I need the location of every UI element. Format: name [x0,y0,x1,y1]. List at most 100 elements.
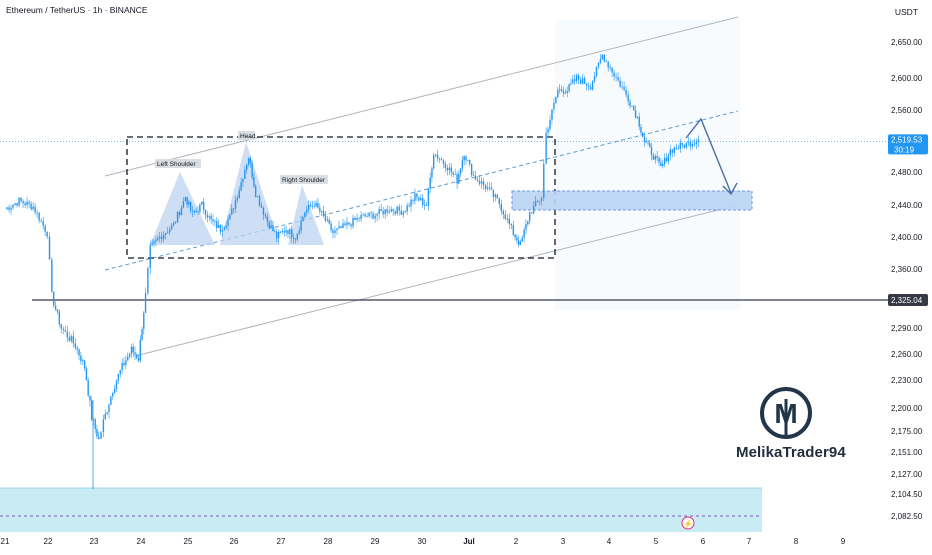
candle-body [545,132,547,164]
candle-body [232,208,235,210]
candle-body [12,204,14,208]
y-tick-label: 2,560.00 [891,106,923,115]
candle-body [321,211,323,212]
candle-body [119,370,121,375]
y-tick-label: 2,175.00 [891,427,923,436]
candle-body [330,223,332,231]
candle-body [85,368,88,381]
candle-body [593,76,596,82]
candle-body [500,204,502,211]
candle-body [486,187,489,189]
candle-body [34,206,36,213]
candle-body [74,343,76,348]
candle-body [506,218,508,220]
candle-body [566,90,568,93]
candle-body [322,211,325,216]
candle-body [130,346,133,354]
candle-body [204,210,207,216]
left-shoulder-shape [150,172,215,245]
candle-body [274,230,276,232]
x-tick-label: 3 [561,537,566,546]
candle-body [298,230,300,234]
candle-body [166,232,169,234]
candle-body [158,236,161,239]
candle-body [216,221,218,228]
candle-body [663,157,666,165]
candle-body [240,181,242,191]
candle-body [414,193,416,201]
candle-body [406,205,408,212]
candle-body [392,209,394,212]
candle-body [378,209,380,215]
y-tick-label: 2,151.00 [891,448,923,457]
candle-body [677,148,680,150]
candle-body [525,224,527,230]
candle-body [195,211,197,212]
candle-body [461,160,464,169]
candle-body [244,170,246,179]
candle-body [456,174,458,184]
candle-body [193,211,195,213]
candle-body [202,201,205,211]
candle-body [450,167,452,173]
candle-body [358,218,360,220]
candle-body [108,404,110,413]
pattern-label-bg [238,131,255,140]
candle-body [667,155,670,162]
candle-body [681,142,684,145]
candle-body [386,209,388,213]
candle-body [585,83,588,86]
candle-body [633,106,635,111]
candle-body [356,218,358,220]
candle-body [534,201,537,206]
x-tick-label: 5 [654,537,659,546]
candle-body [83,360,86,369]
candle-body [423,204,426,206]
candle-body [253,177,255,187]
candle-body [591,81,594,90]
candle-body [662,164,664,167]
candle-body [199,204,201,212]
candle-body [231,208,233,215]
candle-body [508,218,511,224]
candle-body [197,211,199,212]
candle-body [336,228,338,231]
x-tick-label: 25 [184,537,193,546]
candle-body [342,223,344,229]
y-tick-label: 2,127.00 [891,470,923,479]
candle-body [110,396,112,405]
candle-body [611,68,613,73]
candle-body [319,207,321,212]
candle-body [96,428,98,437]
candle-body [80,355,82,362]
candle-body [691,143,694,147]
x-tick-label: 9 [841,537,846,546]
candle-body [382,210,384,215]
candle-body [125,360,127,366]
candle-body [296,233,299,240]
candle-body [492,189,495,197]
candle-body [532,205,535,214]
candle-body [412,199,414,201]
candle-body [577,75,580,80]
y-tick-label: 2,600.00 [891,74,923,83]
candle-body [352,217,354,227]
x-tick-label: 29 [371,537,380,546]
candle-body [463,156,465,161]
candle-body [242,178,244,182]
candle-body [182,200,185,208]
candle-body [178,212,181,215]
candle-body [249,158,252,163]
candle-body [270,225,272,229]
candle-body [168,229,171,233]
candle-body [234,200,237,209]
candle-body [238,190,240,198]
x-tick-label: 30 [418,537,427,546]
candle-body [516,237,518,241]
candle-body [332,230,334,234]
candle-body [636,116,639,118]
candle-body [229,214,231,220]
candle-body [180,207,183,215]
